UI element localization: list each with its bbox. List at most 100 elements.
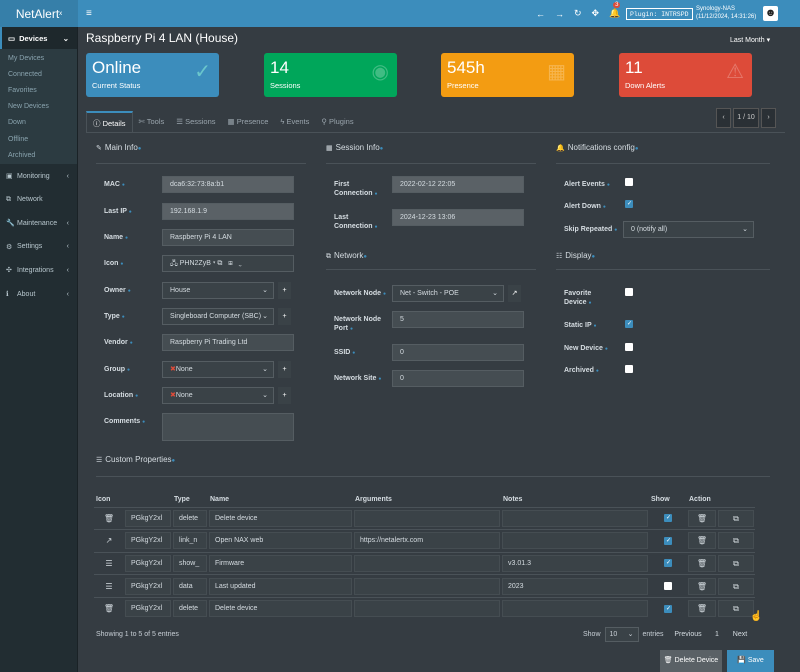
sidebar-subitem-connected[interactable]: Connected: [8, 70, 42, 78]
skip-repeated-select[interactable]: 0 (notify all) ⌄: [623, 221, 754, 238]
tab-sessions[interactable]: ☰ Sessions: [170, 111, 221, 132]
location-select[interactable]: ✖None ⌄: [162, 387, 274, 404]
favorite-checkbox[interactable]: [625, 288, 633, 296]
down-alerts-card[interactable]: 11 Down Alerts ⚠: [619, 53, 752, 97]
network-port-field[interactable]: 5: [392, 311, 524, 328]
mac-field[interactable]: dca6:32:73:8a:b1: [162, 176, 294, 193]
type-cell[interactable]: delete: [173, 600, 207, 618]
chevron-down-icon[interactable]: ⌄: [238, 260, 242, 267]
period-select[interactable]: Last Month ▾: [730, 36, 770, 44]
first-connection-field[interactable]: 2022-02-12 22:05: [392, 176, 524, 193]
notes-cell[interactable]: [502, 532, 648, 550]
next-device-button[interactable]: ›: [761, 108, 776, 128]
trash-icon[interactable]: 🗑: [688, 577, 716, 595]
sidebar-subitem-down[interactable]: Down: [8, 119, 26, 127]
icon-cell[interactable]: PGkgY2xl: [125, 509, 171, 527]
bell-icon[interactable]: 🔔 3: [609, 2, 621, 18]
name-cell[interactable]: Delete device: [209, 509, 352, 527]
arguments-cell[interactable]: [354, 554, 500, 572]
row-icon[interactable]: ↗: [105, 536, 113, 546]
tab-plugins[interactable]: ⚲ Plugins: [315, 111, 359, 132]
show-checkbox[interactable]: [664, 582, 672, 591]
lastip-field[interactable]: 192.168.1.9: [162, 203, 294, 220]
show-checkbox[interactable]: [664, 536, 672, 545]
add-group-button[interactable]: +: [278, 361, 291, 378]
new-device-checkbox[interactable]: [625, 343, 633, 351]
icon-cell[interactable]: PGkgY2xl: [125, 577, 171, 595]
open-node-button[interactable]: ↗: [508, 285, 521, 302]
move-icon[interactable]: ✥: [591, 8, 600, 18]
trash-icon[interactable]: 🗑: [688, 532, 716, 550]
sidebar-subitem-favorites[interactable]: Favorites: [8, 86, 37, 94]
last-connection-field[interactable]: 2024-12-23 13:06: [392, 209, 524, 226]
type-cell[interactable]: delete: [173, 509, 207, 527]
sidebar-subitem-my-devices[interactable]: My Devices: [8, 54, 45, 62]
icon-cell[interactable]: PGkgY2xl: [125, 532, 171, 550]
refresh-icon[interactable]: ↻: [574, 8, 582, 18]
row-icon[interactable]: 🗑: [103, 604, 115, 614]
page-1-button[interactable]: 1: [715, 631, 719, 638]
name-cell[interactable]: Delete device: [209, 600, 352, 618]
sessions-card[interactable]: 14 Sessions ◉: [264, 53, 397, 97]
duplicate-icon[interactable]: ⧉: [718, 600, 754, 618]
icon-cell[interactable]: PGkgY2xl: [125, 554, 171, 572]
static-ip-checkbox[interactable]: [625, 320, 633, 328]
name-cell[interactable]: Firmware: [209, 554, 352, 572]
menu-toggle-icon[interactable]: ≡: [86, 8, 92, 19]
duplicate-icon[interactable]: ⧉: [718, 532, 754, 550]
sidebar-item-settings[interactable]: ⚙ Settings ‹: [0, 235, 77, 259]
sidebar-subitem-new-devices[interactable]: New Devices: [8, 103, 49, 111]
ssid-field[interactable]: 0: [392, 344, 524, 361]
tab-details[interactable]: ⓘ Details: [86, 111, 133, 132]
network-site-field[interactable]: 0: [392, 370, 524, 387]
arguments-cell[interactable]: [354, 577, 500, 595]
comments-field[interactable]: [162, 413, 294, 441]
group-select[interactable]: ✖None ⌄: [162, 361, 274, 378]
trash-icon[interactable]: 🗑: [688, 554, 716, 572]
copy-icon[interactable]: ⧉: [217, 260, 223, 267]
duplicate-icon[interactable]: ⧉: [718, 577, 754, 595]
notes-cell[interactable]: [502, 509, 648, 527]
add-type-button[interactable]: +: [278, 308, 291, 325]
type-cell[interactable]: show_: [173, 554, 207, 572]
sidebar-item-devices[interactable]: ▭ Devices ⌄: [0, 27, 77, 49]
row-icon[interactable]: ☰: [105, 558, 113, 568]
name-field[interactable]: Raspberry Pi 4 LAN: [162, 229, 294, 246]
type-select[interactable]: Singleboard Computer (SBC) ⌄: [162, 308, 274, 325]
duplicate-icon[interactable]: ⧉: [718, 509, 754, 527]
sidebar-item-maintenance[interactable]: 🔧 Maintenance ‹: [0, 212, 77, 236]
delete-device-button[interactable]: 🗑 Delete Device: [660, 650, 722, 672]
sidebar-item-about[interactable]: ℹ About ‹: [0, 282, 77, 306]
sidebar-item-network[interactable]: ⧉ Network: [0, 188, 77, 212]
show-checkbox[interactable]: [664, 559, 672, 568]
page-length-select[interactable]: 10 ⌄: [604, 627, 639, 642]
sidebar-subitem-archived[interactable]: Archived: [8, 151, 36, 159]
archived-checkbox[interactable]: [625, 365, 633, 373]
duplicate-icon[interactable]: ⧉: [718, 554, 754, 572]
name-cell[interactable]: Open NAX web: [209, 532, 352, 550]
row-icon[interactable]: 🗑: [103, 513, 115, 523]
row-icon[interactable]: ☰: [105, 581, 113, 591]
type-cell[interactable]: link_n: [173, 532, 207, 550]
owner-select[interactable]: House ⌄: [162, 282, 274, 299]
alert-events-checkbox[interactable]: [625, 178, 633, 186]
name-cell[interactable]: Last updated: [209, 577, 352, 595]
alert-down-checkbox[interactable]: [625, 200, 633, 208]
notes-cell[interactable]: v3.01.3: [502, 554, 648, 572]
icon-field[interactable]: 🖧 PHN2ZyB ▾ ⧉ ⊞ ⌄: [162, 255, 294, 272]
icon-cell[interactable]: PGkgY2xl: [125, 600, 171, 618]
tab-events[interactable]: ϟ Events: [274, 111, 315, 132]
type-cell[interactable]: data: [173, 577, 207, 595]
add-location-button[interactable]: +: [278, 387, 291, 404]
app-logo[interactable]: NetAlert x: [0, 0, 78, 27]
tab-presence[interactable]: ▦ Presence: [222, 111, 275, 132]
previous-page-button[interactable]: Previous: [674, 631, 702, 638]
prev-device-button[interactable]: ‹: [716, 108, 731, 128]
save-button[interactable]: 💾 Save: [727, 650, 774, 672]
show-checkbox[interactable]: [664, 514, 672, 523]
arguments-cell[interactable]: https://netalertx.com: [354, 532, 500, 550]
sidebar-subitem-offline[interactable]: Offline: [8, 135, 29, 143]
user-avatar-icon[interactable]: ☻: [763, 6, 778, 21]
sidebar-item-monitoring[interactable]: ▣ Monitoring ‹: [0, 164, 77, 188]
network-node-select[interactable]: Net - Switch - POE ⌄: [392, 285, 504, 302]
